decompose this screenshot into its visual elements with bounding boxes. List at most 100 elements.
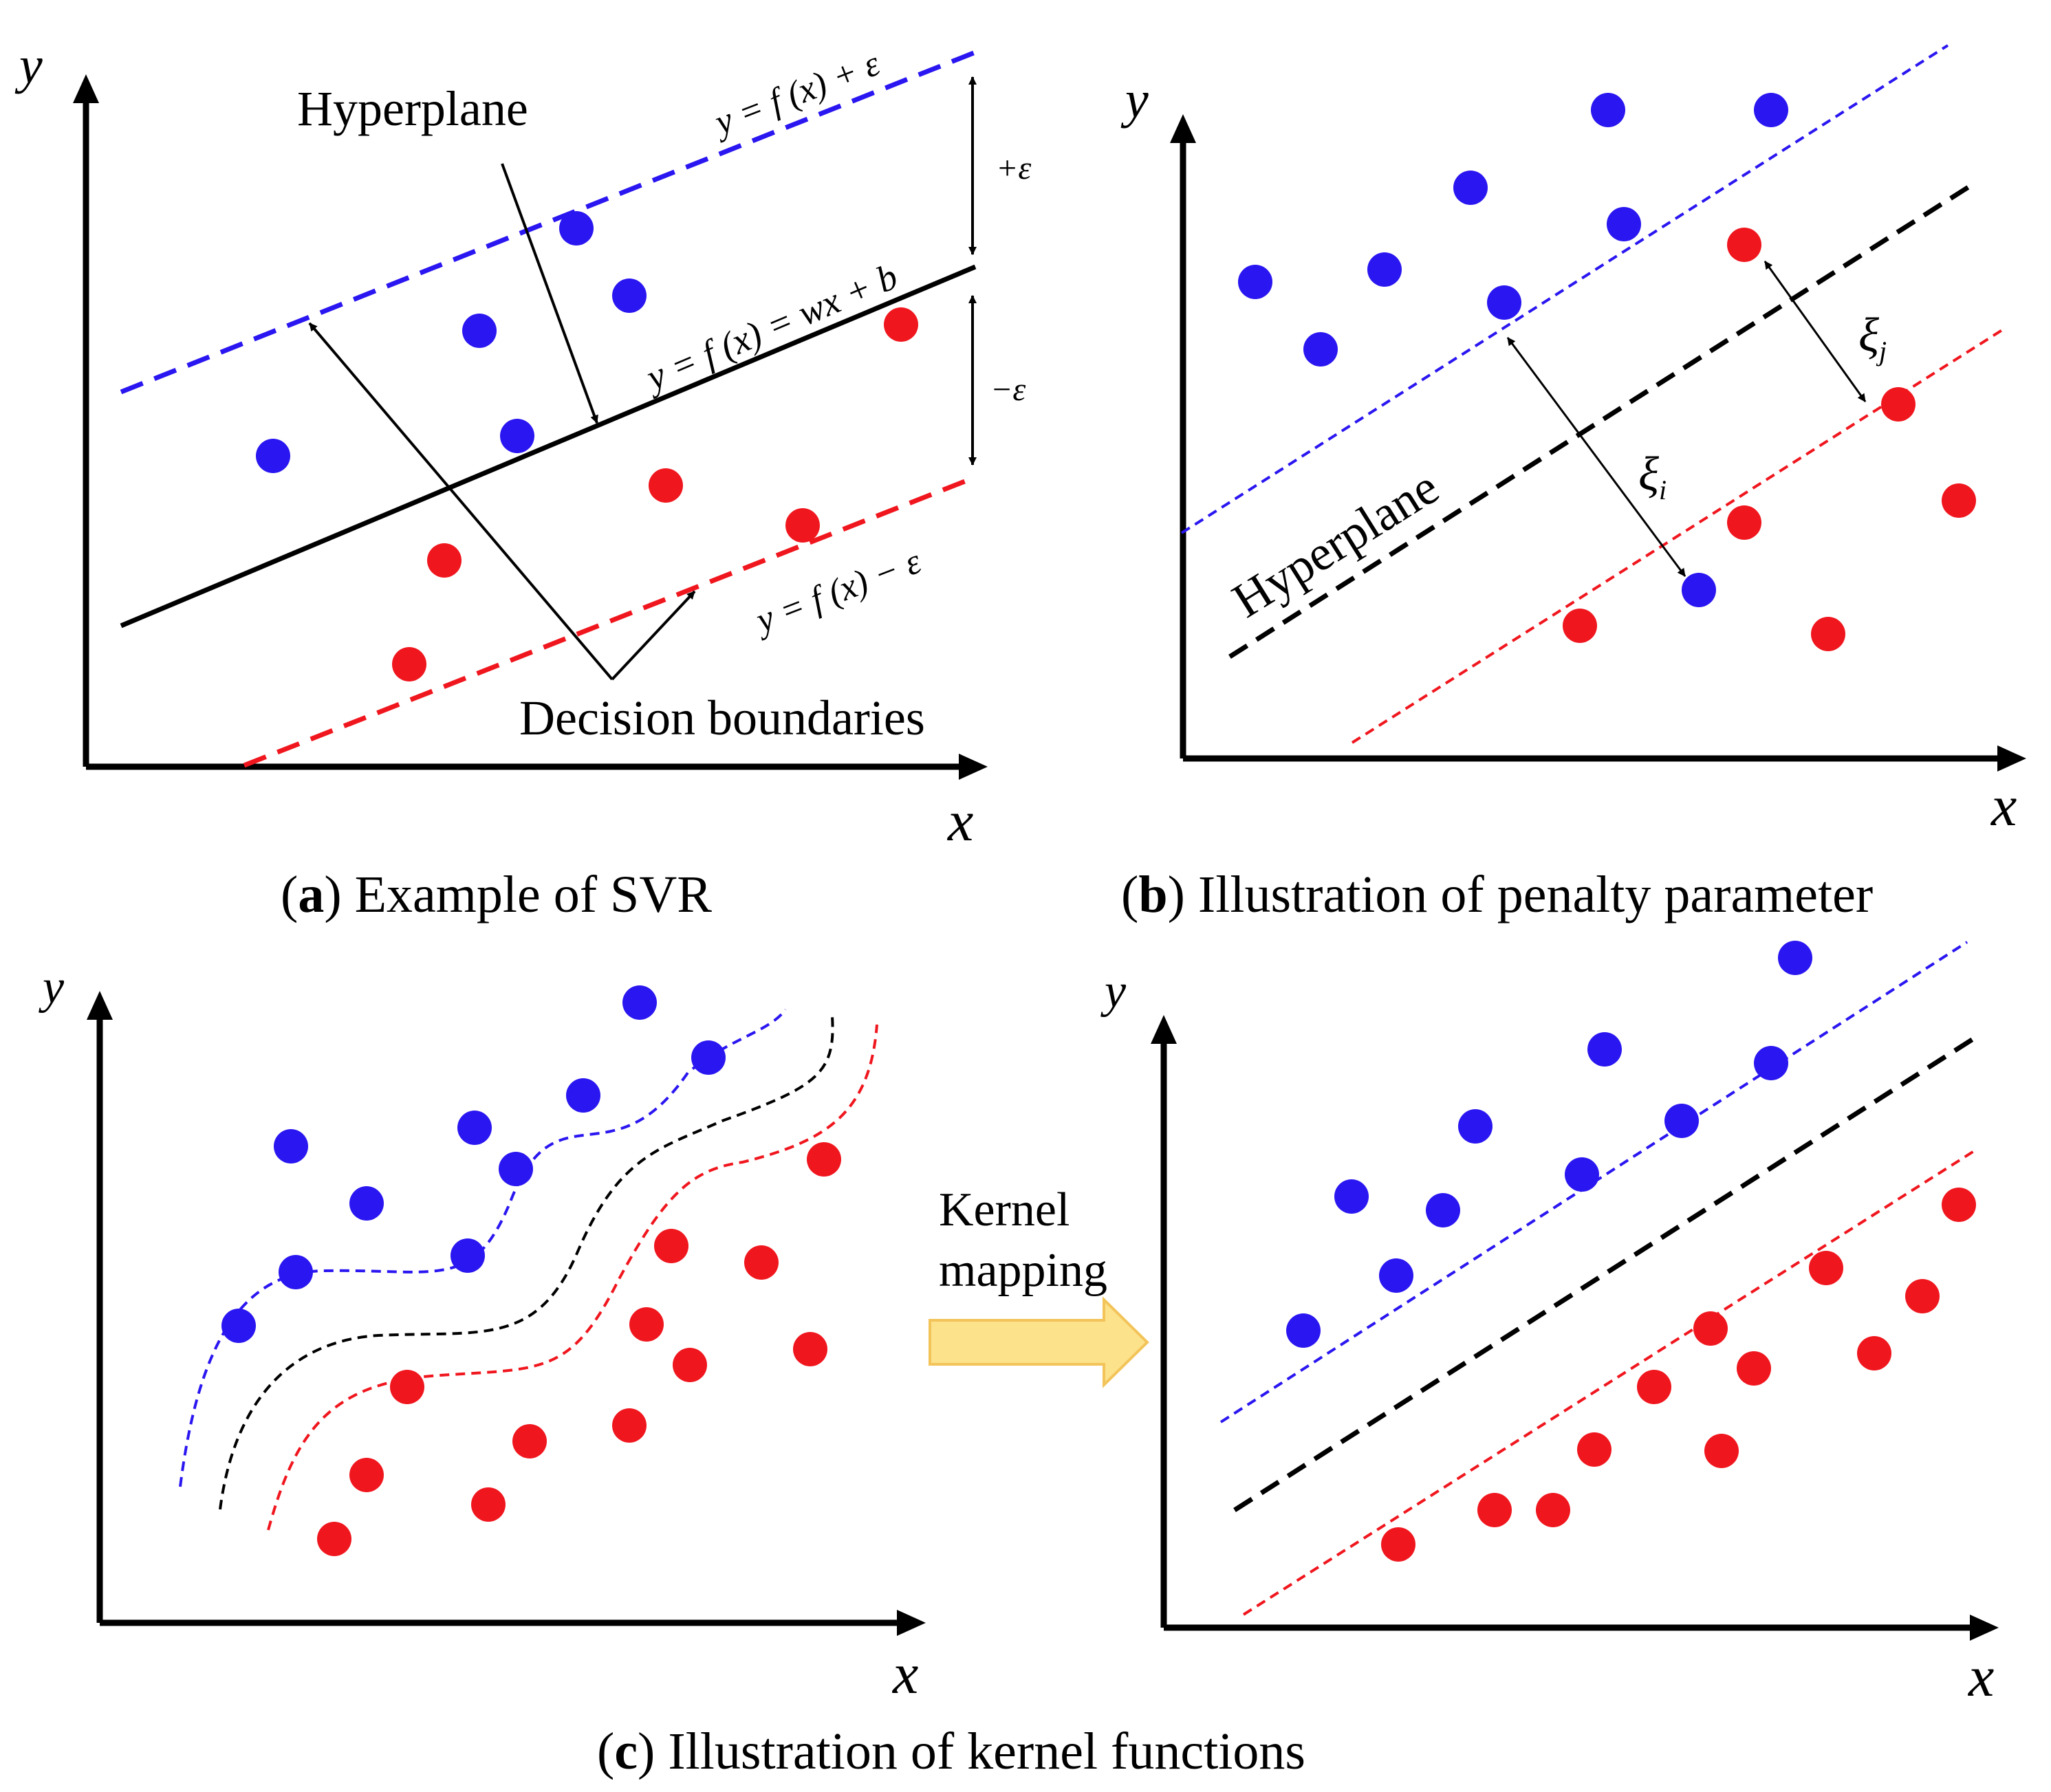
blue-point (1754, 1046, 1788, 1080)
blue-point (1458, 1109, 1493, 1144)
red-point (317, 1522, 351, 1556)
panel-b-y-axis-head (1170, 114, 1196, 143)
blue-point (1238, 265, 1272, 299)
red-point (1942, 483, 1976, 518)
blue-point (1778, 941, 1812, 975)
panel-c-right-lower-boundary (1242, 1150, 1975, 1616)
panel-a-upper-boundary (120, 50, 977, 395)
blue-point (566, 1078, 600, 1113)
red-point (884, 307, 918, 342)
panel-c-left-y-axis-head (87, 991, 113, 1020)
red-point (1737, 1351, 1771, 1386)
panel-a-plus-eps-label: +ε (996, 150, 1031, 186)
kernel-mapping-line1: Kernel (939, 1183, 1070, 1236)
panel-c-caption-text: Illustration of kernel functions (668, 1723, 1305, 1780)
panel-b-xi-i-arrow (1506, 337, 1686, 577)
panel-a-decision-label: Decision boundaries (519, 690, 925, 745)
panel-b-y-label: y (1120, 71, 1149, 129)
panel-b-xi-j-arrow (1764, 261, 1867, 402)
panel-b-red-points (1563, 228, 1976, 651)
panel-b-x-axis-head (1997, 745, 2026, 772)
blue-point (274, 1129, 308, 1163)
red-point (649, 468, 683, 503)
blue-point (622, 985, 657, 1020)
red-point (471, 1487, 506, 1522)
panel-b: y x Hyperplane ξi ξj (b) (1120, 44, 2026, 924)
blue-point (1682, 573, 1716, 607)
red-point (629, 1307, 664, 1342)
red-point (654, 1229, 688, 1263)
kernel-mapping-line2: mapping (939, 1244, 1107, 1297)
red-point (1811, 617, 1845, 651)
red-point (1857, 1336, 1891, 1370)
panel-c-right-hyperplane (1233, 1033, 1981, 1512)
red-point (512, 1424, 547, 1458)
blue-point (1664, 1104, 1699, 1138)
blue-point (1591, 93, 1625, 127)
panel-a-minus-eps-label: −ε (990, 371, 1026, 408)
panel-c-left-lower-curve (267, 1024, 878, 1531)
red-point (1693, 1311, 1728, 1346)
panel-a-lower-boundary (243, 474, 977, 768)
panel-a-eq-upper: y = f (x) + ε (706, 44, 885, 144)
red-point (349, 1458, 384, 1492)
blue-point (1453, 171, 1488, 205)
blue-point (451, 1238, 485, 1273)
panel-a-decision-pointer-1 (308, 322, 614, 681)
blue-point (462, 314, 497, 348)
panel-a-caption-text: Example of SVR (355, 866, 713, 924)
red-point (1727, 228, 1761, 262)
blue-point (499, 1152, 533, 1186)
panel-a-decision-pointer-2 (611, 590, 696, 681)
red-point (1727, 505, 1761, 540)
red-point (1809, 1251, 1843, 1285)
panel-a-blue-points (256, 211, 647, 473)
red-point (1536, 1493, 1570, 1527)
panel-a-red-points (392, 307, 918, 681)
panel-b-caption-letter: b (1138, 866, 1167, 924)
red-point (1881, 387, 1916, 422)
red-point (744, 1245, 779, 1280)
panel-b-blue-points (1238, 93, 1788, 607)
blue-point (1426, 1193, 1460, 1227)
red-point (427, 543, 462, 578)
panel-a-x-label: x (946, 789, 973, 853)
red-point (1704, 1434, 1739, 1468)
red-point (807, 1142, 841, 1177)
kernel-mapping: Kernel mapping (929, 1183, 1149, 1388)
panel-a-eq-lower: y = f (x) − ε (748, 542, 926, 642)
red-point (392, 647, 426, 681)
panel-c-right-y-axis-head (1151, 1015, 1177, 1044)
panel-c-caption-letter: c (614, 1723, 638, 1780)
panel-a-eq-middle: y = f (x) = wx + b (638, 256, 904, 400)
panel-b-caption-text: Illustration of penalty parameter (1198, 866, 1873, 924)
panel-c-right-x-label: x (1967, 1645, 1994, 1709)
panel-c-left: y x (39, 961, 926, 1706)
xi-i-symbol: ξ (1638, 448, 1659, 501)
red-point (1381, 1527, 1415, 1562)
red-point (1577, 1432, 1612, 1467)
blue-point (1487, 285, 1521, 320)
red-point (793, 1332, 827, 1366)
blue-point (256, 439, 290, 473)
blue-point (457, 1111, 492, 1145)
red-point (1563, 609, 1597, 643)
panel-c-left-x-axis-head (897, 1610, 926, 1636)
blue-point (500, 419, 534, 453)
blue-point (559, 211, 594, 245)
panel-c-right-blue-points (1286, 941, 1812, 1348)
red-point (1477, 1493, 1512, 1527)
blue-point (1286, 1313, 1321, 1348)
panel-c-caption: (c) Illustration of kernel functions (597, 1723, 1305, 1780)
panel-a-x-axis-head (959, 754, 988, 780)
xi-i-subscript: i (1659, 474, 1667, 505)
panel-c-right-y-label: y (1100, 965, 1127, 1018)
panel-c-right-red-points (1381, 1188, 1976, 1562)
panel-a: y x +ε −ε y = f (x) + ε y = f (x) = wx +… (14, 36, 1031, 924)
blue-point (1303, 332, 1338, 367)
blue-point (1379, 1258, 1413, 1293)
red-point (612, 1408, 647, 1443)
panel-a-hyperplane-label: Hyperplane (297, 81, 528, 136)
panel-a-y-label: y (14, 36, 43, 94)
